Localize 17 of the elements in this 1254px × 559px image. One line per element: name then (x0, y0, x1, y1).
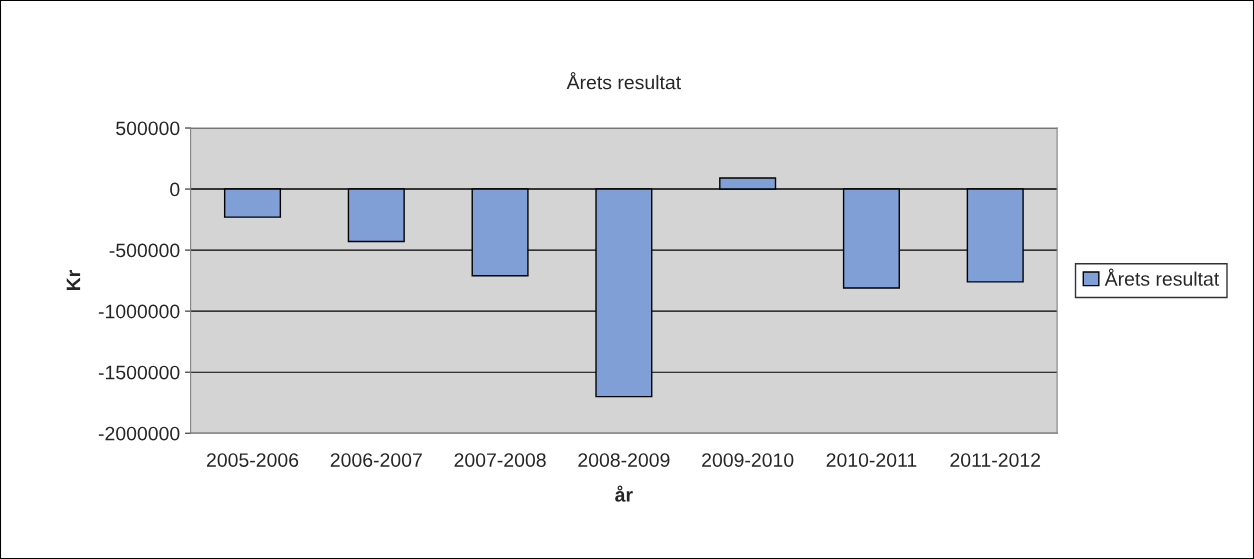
y-tick-label: -500000 (109, 243, 180, 258)
legend-label: Årets resultat (1104, 268, 1220, 286)
x-tick-label: 2005-2006 (206, 453, 299, 467)
x-tick-label: 2008-2009 (578, 453, 670, 467)
x-tick-label: 2010-2011 (826, 453, 917, 467)
x-tick-label: 2007-2008 (454, 453, 546, 467)
y-tick-label: -1500000 (98, 365, 180, 380)
y-tick-label: -1000000 (98, 304, 180, 319)
chart-title: Årets resultat (566, 72, 681, 90)
y-tick-label: 500000 (116, 121, 180, 136)
y-tick-label: 0 (170, 182, 180, 197)
x-tick-label: 2011-2012 (950, 453, 1041, 467)
x-tick-label: 2006-2007 (330, 453, 422, 467)
x-axis-title: år (615, 485, 633, 502)
y-axis-title: Kr (66, 270, 81, 291)
x-tick-label: 2009-2010 (702, 453, 794, 467)
y-tick-label: -2000000 (98, 426, 180, 441)
